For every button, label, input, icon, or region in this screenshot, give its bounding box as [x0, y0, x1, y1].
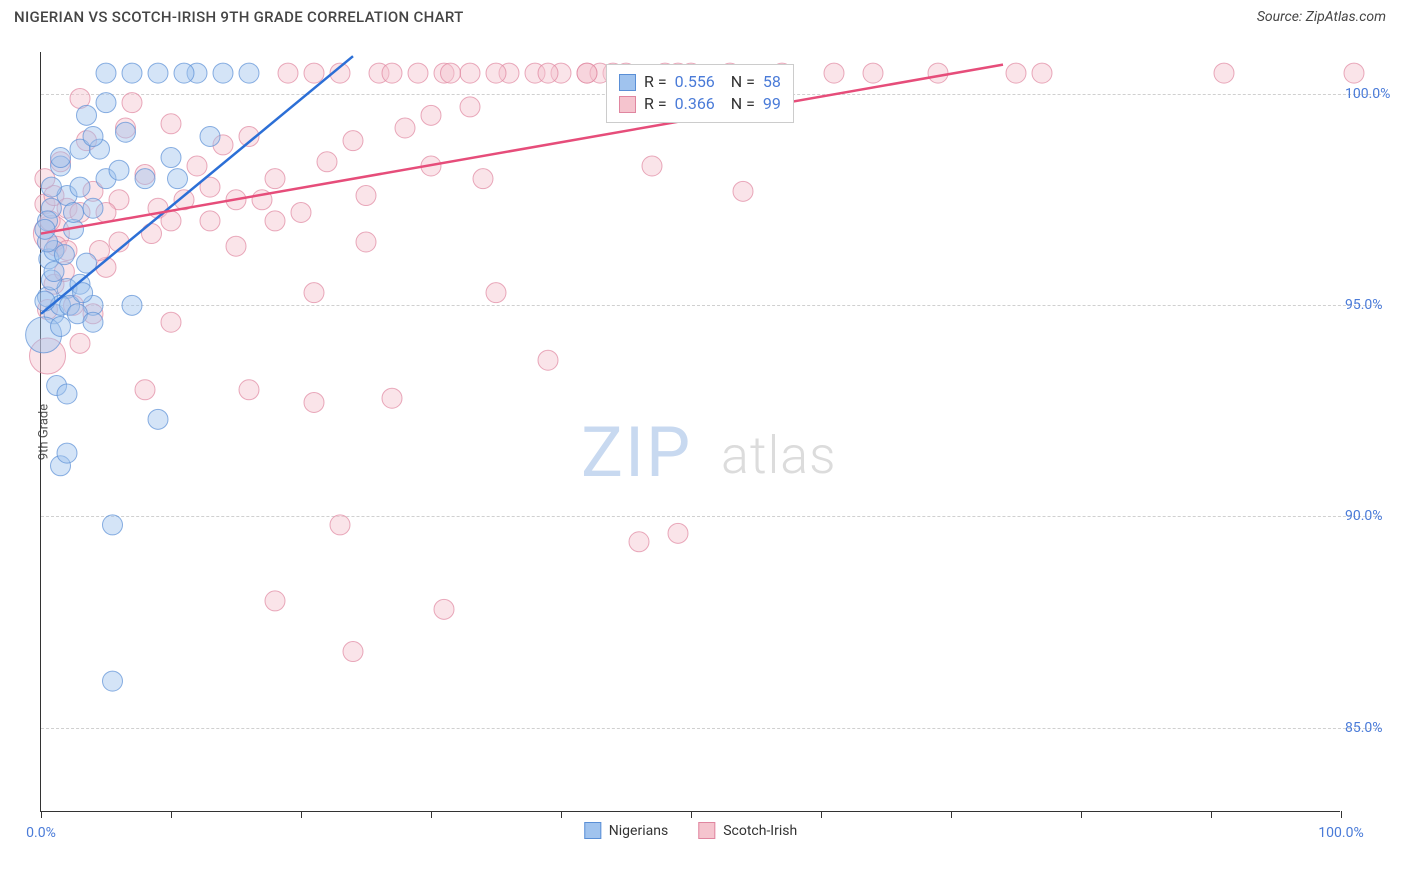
stats-legend-box: R = 0.556 N = 58 R = 0.366 N = 99 [606, 64, 794, 123]
y-tick-label: 95.0% [1345, 297, 1400, 313]
chart-container: 9th Grade 85.0%90.0%95.0%100.0% ZIP atla… [40, 52, 1380, 812]
scatter-plot-svg [41, 52, 1341, 812]
legend-label: Scotch-Irish [723, 823, 797, 839]
stats-legend-row: R = 0.366 N = 99 [619, 93, 781, 115]
legend-bottom: Nigerians Scotch-Irish [584, 822, 797, 839]
x-tick-label: 0.0% [26, 825, 56, 841]
chart-header: NIGERIAN VS SCOTCH-IRISH 9TH GRADE CORRE… [0, 0, 1406, 34]
legend-label: Nigerians [609, 823, 668, 839]
source-attribution: Source: ZipAtlas.com [1257, 9, 1386, 25]
legend-swatch-icon [619, 96, 636, 113]
legend-swatch-icon [619, 74, 636, 91]
legend-swatch-icon [698, 822, 715, 839]
x-tick-label: 100.0% [1318, 825, 1363, 841]
chart-title: NIGERIAN VS SCOTCH-IRISH 9TH GRADE CORRE… [14, 8, 464, 26]
plot-area: 85.0%90.0%95.0%100.0% ZIP atlas R = 0.55… [40, 52, 1340, 812]
y-tick-label: 90.0% [1345, 508, 1400, 524]
stats-legend-row: R = 0.556 N = 58 [619, 71, 781, 93]
legend-item-scotch-irish: Scotch-Irish [698, 822, 797, 839]
legend-swatch-icon [584, 822, 601, 839]
y-tick-label: 100.0% [1345, 86, 1400, 102]
y-tick-label: 85.0% [1345, 720, 1400, 736]
legend-item-nigerians: Nigerians [584, 822, 668, 839]
